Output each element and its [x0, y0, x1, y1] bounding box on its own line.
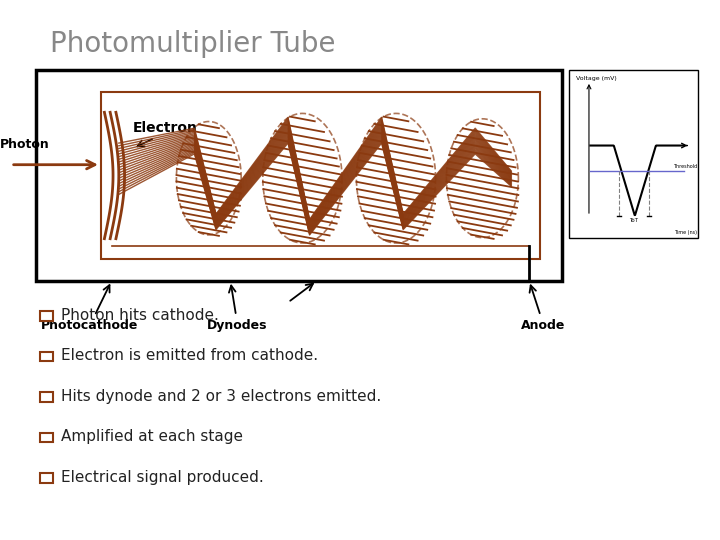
- Text: Threshold: Threshold: [672, 164, 697, 169]
- Bar: [36, 70, 562, 281]
- Text: Amplified at each stage: Amplified at each stage: [61, 429, 243, 444]
- Bar: [40, 433, 53, 442]
- Text: ToT: ToT: [629, 218, 639, 223]
- Text: Photocathode: Photocathode: [41, 285, 139, 332]
- Bar: [40, 311, 53, 321]
- Text: Electrical signal produced.: Electrical signal produced.: [61, 470, 264, 485]
- Text: Electron: Electron: [133, 121, 198, 135]
- Text: Photon hits cathode.: Photon hits cathode.: [61, 308, 219, 323]
- Text: Time (ns): Time (ns): [674, 230, 697, 235]
- Text: Hits dynode and 2 or 3 electrons emitted.: Hits dynode and 2 or 3 electrons emitted…: [61, 389, 382, 404]
- Bar: [40, 392, 53, 402]
- Text: Voltage (mV): Voltage (mV): [576, 76, 617, 80]
- Text: Photomultiplier Tube: Photomultiplier Tube: [50, 30, 336, 58]
- Bar: [40, 352, 53, 361]
- Bar: [569, 70, 698, 238]
- Text: Anode: Anode: [521, 285, 566, 332]
- Bar: [40, 473, 53, 483]
- Text: Dynodes: Dynodes: [207, 286, 268, 332]
- Text: Photon: Photon: [0, 138, 50, 151]
- Bar: [101, 92, 540, 259]
- Text: Electron is emitted from cathode.: Electron is emitted from cathode.: [61, 348, 318, 363]
